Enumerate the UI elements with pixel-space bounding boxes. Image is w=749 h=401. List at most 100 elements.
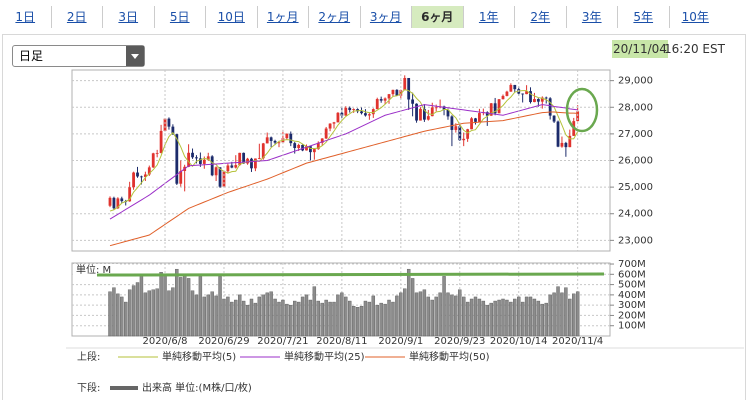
volume-bar: [124, 301, 128, 337]
volume-bar: [450, 294, 454, 337]
volume-bar: [560, 292, 564, 337]
candle-body: [434, 107, 438, 109]
candle-body: [336, 112, 340, 123]
period-tab[interactable]: 5日: [155, 6, 206, 28]
volume-bar: [462, 296, 466, 337]
period-tab[interactable]: 3ヶ月: [361, 6, 412, 28]
period-tab[interactable]: 10日: [206, 6, 258, 28]
candle-body: [403, 77, 407, 91]
volume-bar: [359, 305, 364, 337]
volume-bar: [127, 289, 132, 337]
volume-bar: [237, 294, 242, 337]
candle-body: [430, 107, 434, 117]
candle-body: [128, 187, 132, 202]
volume-bar: [505, 299, 509, 337]
volume-bar: [556, 286, 560, 337]
candle-body: [155, 152, 159, 154]
candle-body: [556, 121, 560, 147]
y-tick-label: 23,000: [618, 235, 653, 246]
volume-bar: [481, 300, 486, 337]
interval-dropdown[interactable]: 日足: [12, 45, 145, 67]
volume-bar: [296, 301, 301, 337]
volume-bar: [332, 301, 336, 337]
volume-bar: [363, 300, 368, 337]
volume-bar: [465, 301, 470, 337]
candle-body: [474, 118, 477, 122]
candle-body: [198, 158, 202, 164]
candle-body: [568, 135, 572, 148]
moving-average-line: [109, 89, 579, 212]
period-tab[interactable]: 2年: [515, 6, 567, 28]
candle-body: [147, 167, 151, 175]
volume-bar: [116, 293, 120, 337]
candle-body: [375, 99, 379, 110]
candle-body: [257, 158, 261, 160]
period-tab[interactable]: 5年: [618, 6, 670, 28]
candle-body: [332, 122, 336, 124]
candle-body: [344, 107, 348, 116]
volume-bar: [155, 288, 159, 337]
volume-bar: [198, 276, 203, 337]
period-tab[interactable]: 1ヶ月: [258, 6, 309, 28]
candle-body: [411, 99, 415, 104]
candle-body: [254, 158, 257, 169]
candle-body: [466, 129, 470, 139]
period-tab[interactable]: 3年: [567, 6, 618, 28]
volume-bar: [182, 274, 187, 337]
unit-label-bg: [73, 264, 119, 275]
volume-bar: [202, 296, 207, 337]
period-tab[interactable]: 2日: [52, 6, 103, 28]
candle-body: [505, 91, 509, 96]
candle-body: [533, 99, 536, 103]
volume-bar: [186, 278, 191, 337]
candle-body: [163, 118, 167, 131]
volume-bar: [218, 276, 222, 337]
volume-bar: [320, 302, 324, 337]
candle-body: [552, 115, 556, 122]
date: 20/11/04: [612, 40, 668, 58]
period-tab[interactable]: 6ヶ月: [412, 6, 464, 28]
chart-frame: [2, 34, 746, 400]
volume-bar: [147, 290, 152, 337]
y-tick-label: 500M: [618, 280, 646, 291]
x-tick-label: 2020/8/11: [316, 336, 367, 347]
dropdown-button[interactable]: [126, 46, 144, 66]
candle-body: [540, 97, 544, 102]
volume-bar: [234, 299, 238, 337]
dropdown-label: 日足: [19, 49, 44, 63]
candle-body: [140, 176, 143, 178]
volume-bar: [383, 303, 387, 337]
volume-bar: [190, 290, 195, 337]
candle-body: [544, 97, 548, 99]
volume-bar: [143, 292, 148, 337]
moving-average-line: [109, 104, 578, 220]
period-tab[interactable]: 10年: [681, 10, 709, 24]
y-tick-label: 25,000: [618, 182, 653, 193]
period-tab[interactable]: 1日: [0, 6, 52, 28]
volume-bar: [131, 285, 136, 337]
volume-bar: [175, 268, 179, 337]
period-tab[interactable]: 2ヶ月: [309, 6, 361, 28]
candle-body: [179, 170, 183, 184]
candle-body: [120, 198, 124, 202]
volume-bar: [434, 296, 438, 337]
candle-body: [265, 137, 269, 144]
volume-bar: [163, 274, 167, 337]
volume-bar: [159, 272, 163, 337]
period-tab[interactable]: 3日: [103, 6, 155, 28]
volume-bar: [454, 295, 458, 337]
volume-bar: [281, 299, 285, 337]
candle-body: [485, 112, 489, 116]
candle-body: [269, 137, 273, 141]
y-tick-label: 100M: [618, 321, 646, 332]
candle-body: [356, 109, 359, 112]
volume-bar: [517, 296, 521, 337]
volume-bar: [312, 286, 317, 337]
candle-body: [159, 130, 163, 153]
volume-bar: [348, 300, 352, 337]
volume-bar: [513, 298, 517, 337]
y-tick-label: 26,000: [618, 156, 653, 167]
candle-body: [261, 143, 265, 159]
period-tab[interactable]: 1年: [464, 6, 515, 28]
